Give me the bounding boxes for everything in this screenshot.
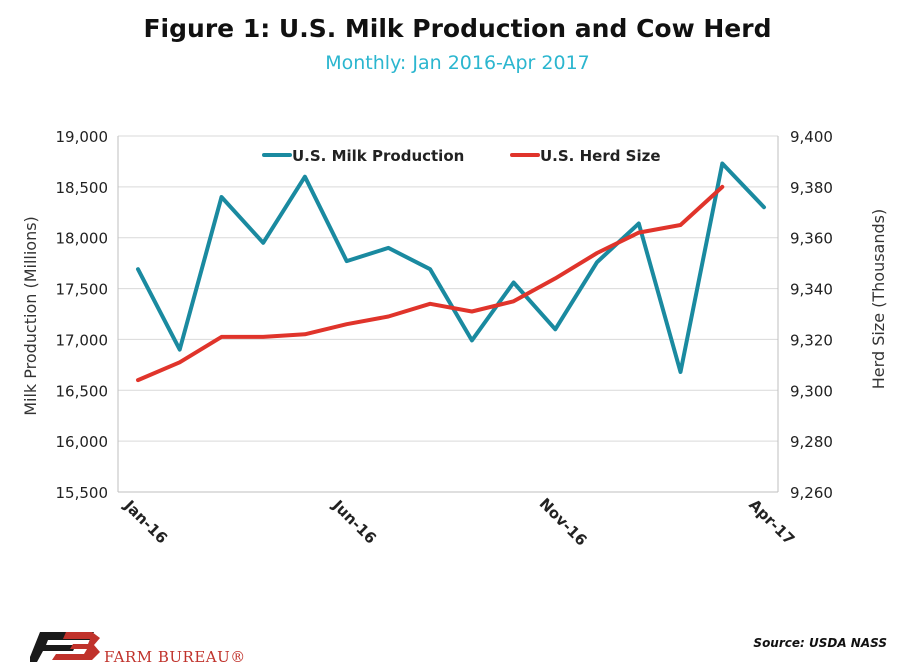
- left-tick-label: 16,000: [56, 433, 109, 451]
- right-tick-label: 9,340: [790, 281, 833, 299]
- gridlines: [118, 135, 778, 442]
- milk-production-line: [136, 161, 766, 374]
- right-tick-label: 9,280: [790, 433, 833, 451]
- source-note: Source: USDA NASS: [753, 636, 887, 650]
- x-tick-label: Apr-17: [745, 496, 798, 549]
- right-tick-label: 9,360: [790, 230, 833, 248]
- left-tick-label: 17,500: [56, 281, 109, 299]
- left-tick-label: 16,500: [56, 382, 109, 400]
- herd-size-line: [136, 184, 725, 383]
- left-tick-label: 18,000: [56, 230, 109, 248]
- axes: [117, 136, 779, 493]
- right-tick-label: 9,300: [790, 382, 833, 400]
- left-tick-label: 18,500: [56, 179, 109, 197]
- x-tick-label: Jan-16: [120, 496, 171, 547]
- left-axis-tick-labels: 15,500 16,000 16,500 17,000 17,500 18,000 18,5…: [56, 128, 109, 502]
- farm-bureau-logo: [30, 632, 100, 662]
- x-tick-label: Jun-16: [328, 496, 380, 548]
- legend-label: U.S. Milk Production: [292, 147, 464, 165]
- right-axis-label: Herd Size (Thousands): [869, 209, 888, 389]
- chart-subtitle: Monthly: Jan 2016-Apr 2017: [325, 52, 590, 74]
- right-tick-label: 9,320: [790, 331, 833, 349]
- left-axis-label: Milk Production (Millions): [21, 216, 40, 416]
- right-tick-label: 9,380: [790, 179, 833, 197]
- right-axis-tick-labels: 9,260 9,280 9,300 9,320 9,340 9,360 9,380 9,400: [790, 128, 833, 502]
- legend: U.S. Milk Production U.S. Herd Size: [262, 147, 661, 165]
- chart-title: Figure 1: U.S. Milk Production and Cow H…: [143, 14, 772, 43]
- legend-label: U.S. Herd Size: [540, 147, 661, 165]
- x-tick-label: Nov-16: [536, 495, 591, 550]
- left-tick-label: 19,000: [56, 128, 109, 146]
- x-axis-tick-labels: Jan-16 Jun-16 Nov-16 Apr-17: [120, 495, 798, 550]
- left-tick-label: 17,000: [56, 331, 109, 349]
- left-tick-label: 15,500: [56, 484, 109, 502]
- right-tick-label: 9,260: [790, 484, 833, 502]
- right-tick-label: 9,400: [790, 128, 833, 146]
- brand-name: FARM BUREAU®: [104, 648, 246, 666]
- series-lines: [136, 161, 766, 383]
